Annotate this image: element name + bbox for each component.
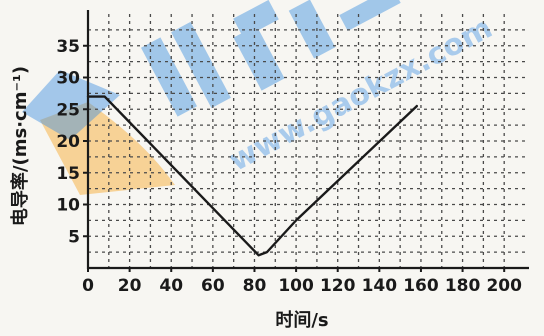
- x-tick-label: 200: [486, 276, 522, 296]
- x-tick-label: 20: [118, 276, 142, 296]
- x-tick-label: 40: [159, 276, 183, 296]
- axes: [83, 10, 529, 272]
- y-tick-labels: 5 10 15 20 25 30 35: [56, 37, 80, 248]
- series-line: [86, 95, 418, 257]
- gridlines: [88, 14, 525, 268]
- watermark-orange-swoosh: [40, 102, 175, 195]
- series-layer: [86, 95, 418, 257]
- x-tick-label: 80: [243, 276, 267, 296]
- x-tick-label: 60: [201, 276, 225, 296]
- x-tick-label: 140: [362, 276, 398, 296]
- y-tick-label: 30: [56, 69, 80, 89]
- x-tick-label: 160: [403, 276, 439, 296]
- y-tick-label: 5: [68, 227, 80, 247]
- x-tick-label: 0: [82, 276, 94, 296]
- x-tick-label: 180: [445, 276, 481, 296]
- watermark-logo-glyphs: [140, 0, 401, 117]
- y-tick-label: 35: [56, 37, 80, 57]
- y-tick-label: 20: [56, 132, 80, 152]
- watermark-url-text: www.gaokzx.com: [223, 10, 498, 178]
- y-tick-label: 25: [56, 100, 80, 120]
- y-tick-label: 15: [56, 164, 80, 184]
- x-tick-labels: 0 20 40 60 80 100 120 140 160 180 200: [82, 276, 522, 296]
- watermark-blue-swoosh: [22, 70, 120, 140]
- x-tick-label: 100: [278, 276, 314, 296]
- x-axis-title: 时间/s: [275, 310, 328, 331]
- y-tick-label: 10: [56, 196, 80, 216]
- y-axis-title: 电导率/(ms·cm⁻¹): [9, 66, 31, 226]
- x-tick-label: 120: [320, 276, 356, 296]
